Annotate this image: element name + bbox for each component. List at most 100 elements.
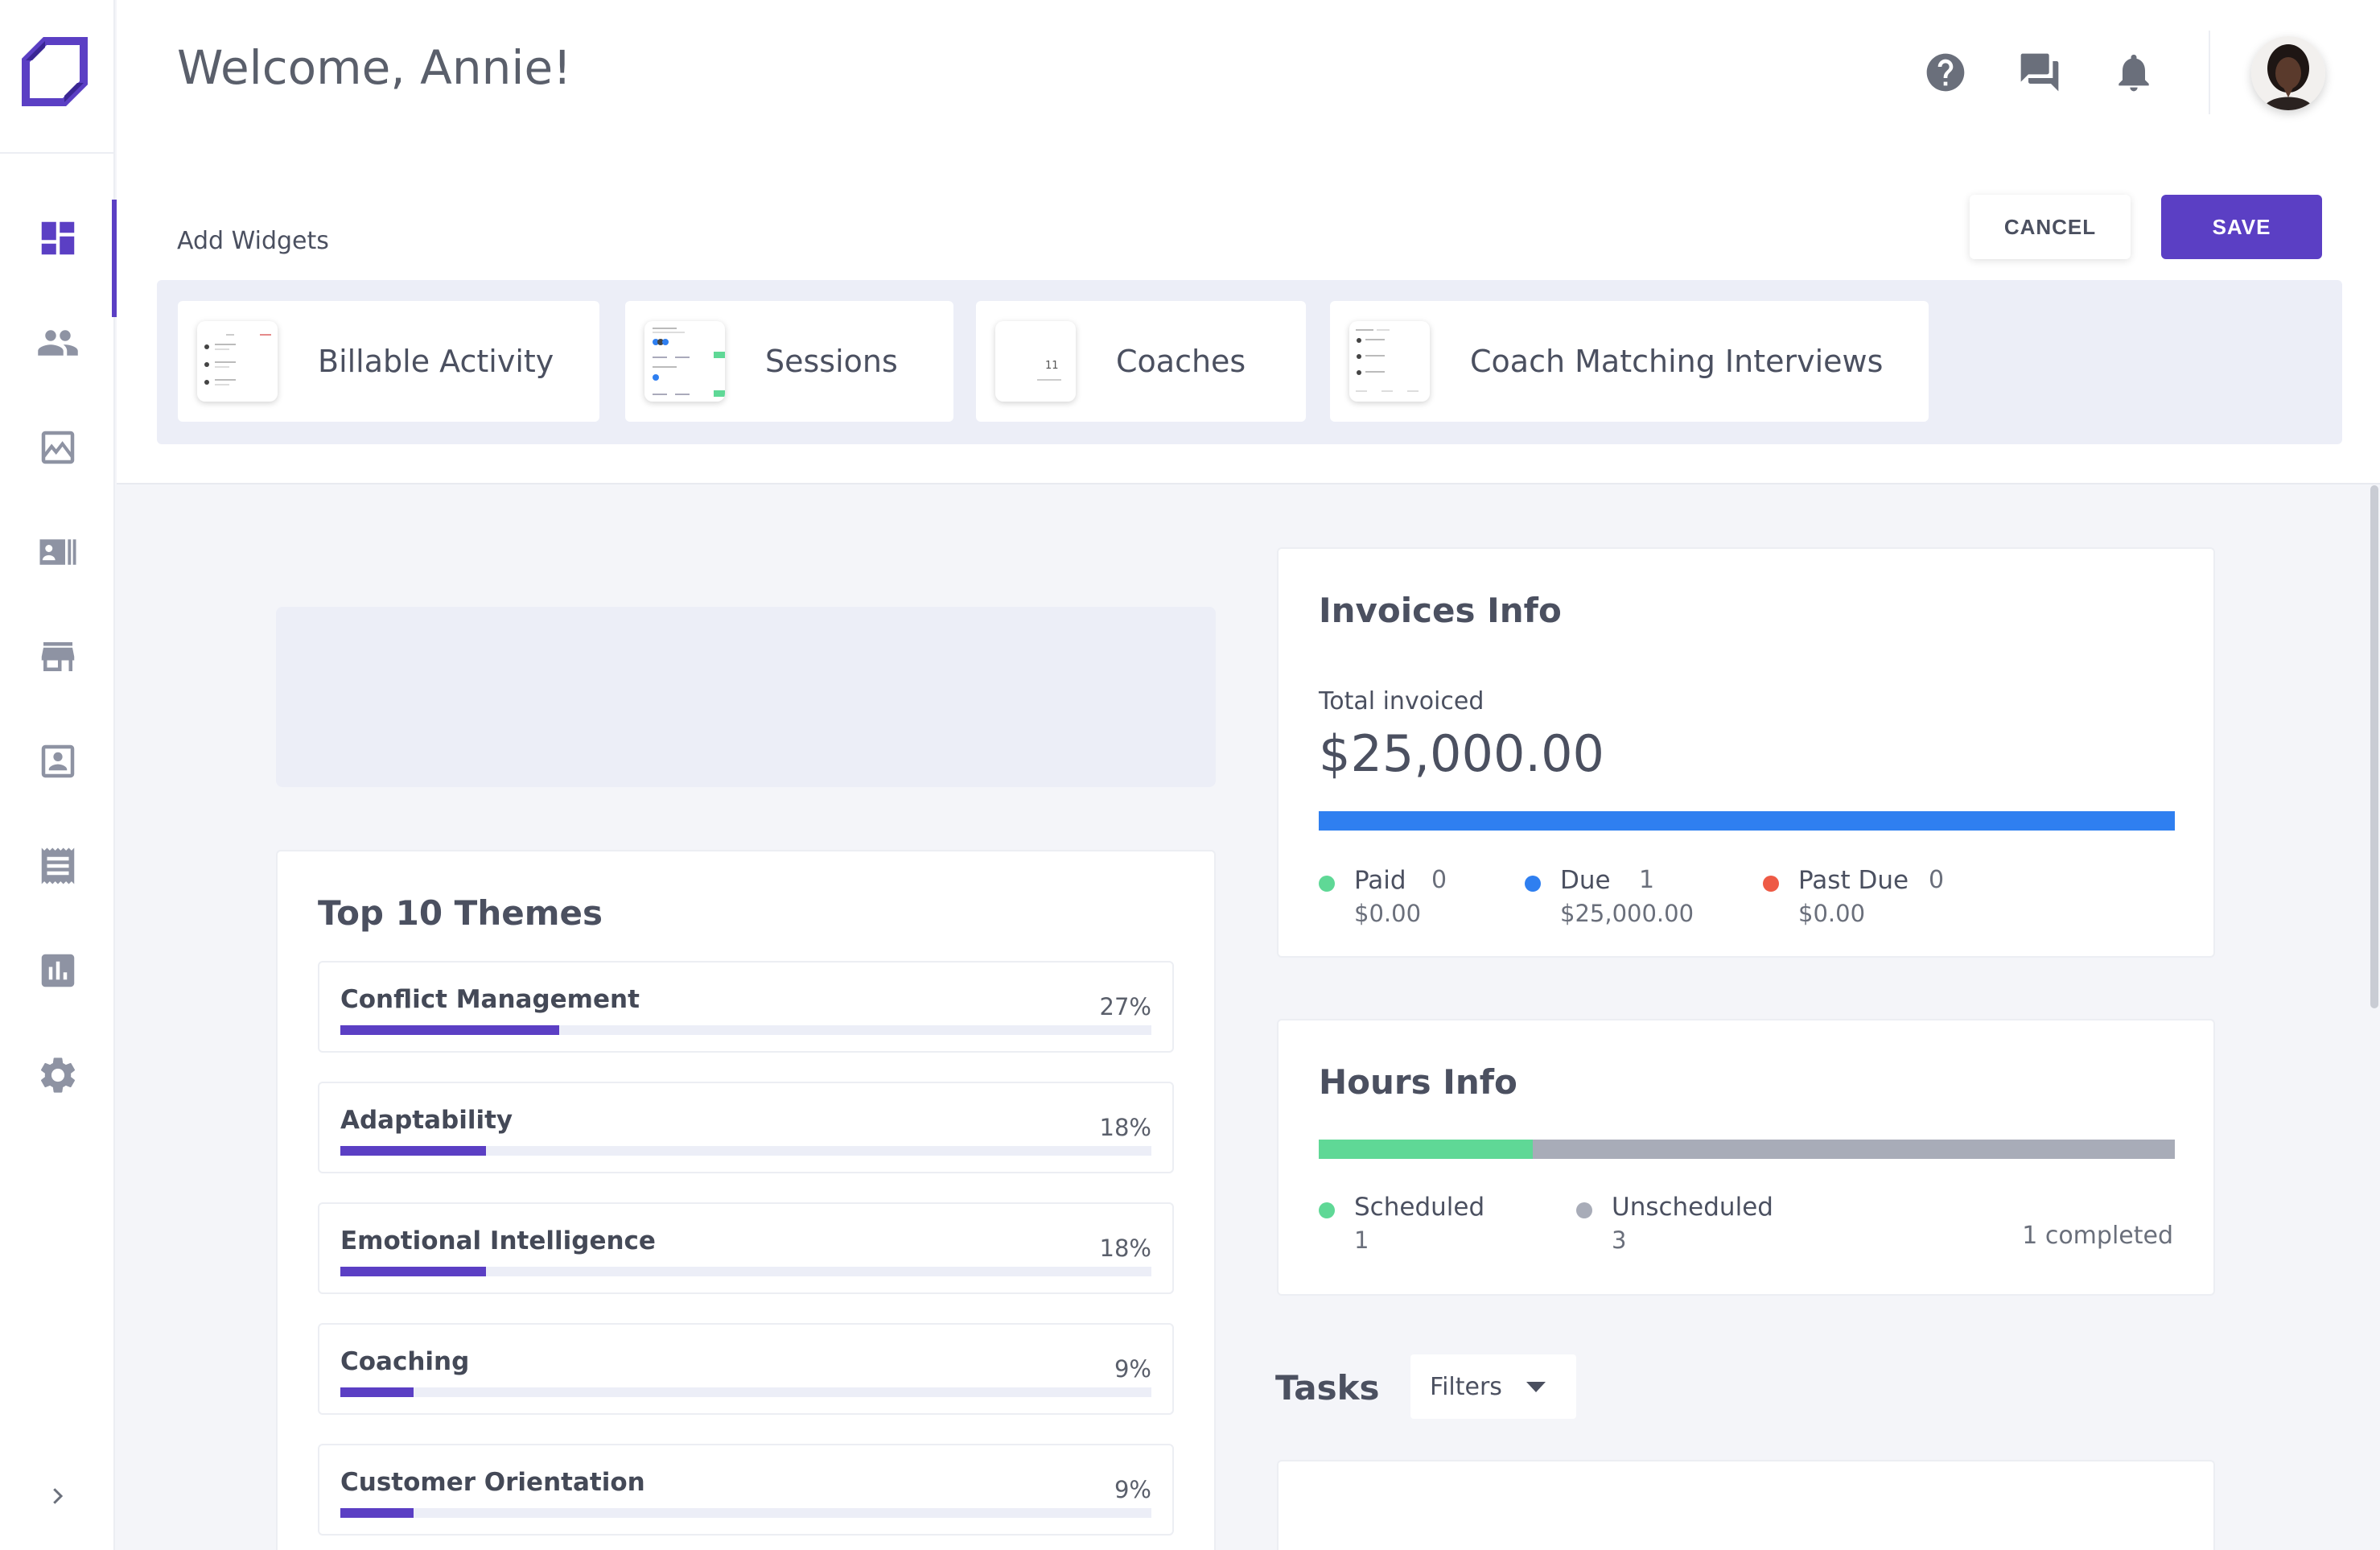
legend-past-due: Past Due 0 $0.00 [1763,866,1972,938]
app-logo[interactable] [21,36,89,107]
loading-placeholder [276,607,1216,787]
filters-dropdown[interactable]: Filters [1410,1354,1576,1419]
notifications-button[interactable] [2110,48,2158,97]
theme-percentage: 9% [1114,1476,1151,1503]
sidebar-item-dashboard[interactable] [0,200,117,317]
widget-label: Billable Activity [318,344,554,379]
user-photo [2251,36,2325,110]
store-icon [41,642,74,671]
caret-down-icon [1526,1381,1546,1392]
theme-name: Customer Orientation [340,1468,645,1497]
hours-progress-bar [1319,1140,2175,1159]
theme-progress-track [340,1387,1151,1397]
widget-billable-activity[interactable]: Billable Activity [178,301,599,422]
sidebar-divider [0,152,115,154]
sidebar-item-media[interactable] [0,409,115,486]
theme-percentage: 18% [1099,1114,1151,1141]
card-title: Invoices Info [1319,591,1562,630]
top-header: Welcome, Annie! [117,0,2380,153]
tasks-title: Tasks [1275,1368,1380,1408]
widget-coaches[interactable]: 11 Coaches [976,301,1306,422]
theme-name: Conflict Management [340,985,640,1014]
help-button[interactable] [1921,48,1970,97]
theme-percentage: 18% [1099,1235,1151,1262]
widget-sessions[interactable]: Sessions [625,301,953,422]
page-title: Welcome, Annie! [177,40,572,95]
legend-paid: Paid 0 $0.00 [1319,866,1512,938]
theme-row: Customer Orientation 9% [318,1444,1174,1536]
theme-name: Emotional Intelligence [340,1226,656,1255]
theme-progress-track [340,1025,1151,1035]
widget-thumbnail [197,321,278,402]
status-dot [1763,876,1779,892]
dashboard-icon [41,221,74,255]
status-dot [1319,1202,1335,1218]
legend-count: 1 [1639,866,1655,894]
widget-coach-matching-interviews[interactable]: Coach Matching Interviews [1330,301,1929,422]
top-themes-card: Top 10 Themes Conflict Management 27% Adap… [276,850,1216,1550]
receipt-icon [41,847,74,884]
sidebar-item-invoices[interactable] [0,827,115,905]
card-title: Top 10 Themes [318,893,603,933]
theme-progress-fill [340,1387,414,1397]
legend-amount: $0.00 [1798,900,1866,927]
widget-editor: Add Widgets CANCEL SAVE Billable Activit… [117,153,2380,484]
theme-progress-track [340,1508,1151,1518]
completed-count: 1 completed [2022,1222,2173,1250]
page-scrollbar[interactable] [2370,485,2378,1008]
chat-icon [2020,53,2059,92]
image-icon [41,431,74,464]
theme-progress-track [340,1267,1151,1276]
sidebar-expand-button[interactable] [39,1478,76,1515]
legend-label: Paid [1354,866,1406,895]
sidebar [0,0,117,1550]
contact-list-icon [39,539,76,565]
legend-label: Due [1560,866,1611,895]
cancel-button[interactable]: CANCEL [1970,195,2131,259]
sidebar-item-people[interactable] [0,304,115,381]
widget-thumb-count: 11 [1045,360,1059,372]
legend-count: 0 [1929,866,1945,894]
widget-thumbnail: 11 [995,321,1076,402]
legend-count: 1 [1354,1226,1369,1254]
widget-label: Sessions [765,344,898,379]
legend-label: Unscheduled [1612,1193,1773,1222]
sidebar-item-store[interactable] [0,618,115,695]
legend-amount: $25,000.00 [1560,900,1694,927]
theme-progress-fill [340,1146,487,1156]
status-dot [1525,876,1541,892]
widget-thumbnail [1349,321,1430,402]
sidebar-item-reports[interactable] [0,932,115,1009]
status-dot [1576,1202,1592,1218]
invoices-info-card: Invoices Info Total invoiced $25,000.00 … [1277,547,2215,958]
theme-name: Coaching [340,1347,470,1376]
sidebar-item-settings[interactable] [0,1037,115,1114]
theme-row: Conflict Management 27% [318,961,1174,1053]
widget-label: Coaches [1116,344,1246,379]
total-invoiced-value: $25,000.00 [1319,724,1604,783]
theme-row: Adaptability 18% [318,1082,1174,1173]
invoice-status-bar [1319,811,2175,831]
theme-progress-fill [340,1267,487,1276]
theme-row: Coaching 9% [318,1323,1174,1415]
legend-unscheduled: Unscheduled 3 [1576,1193,1818,1265]
theme-percentage: 9% [1114,1355,1151,1383]
avatar[interactable] [2251,36,2325,110]
save-button[interactable]: SAVE [2161,195,2322,259]
sidebar-item-contacts[interactable] [0,513,115,591]
add-widgets-label: Add Widgets [177,227,329,255]
theme-progress-track [340,1146,1151,1156]
theme-progress-fill [340,1508,414,1518]
bell-icon [2119,54,2149,92]
card-title: Hours Info [1319,1062,1517,1102]
messages-button[interactable] [2016,48,2064,97]
widget-thumbnail [644,321,725,402]
widget-tray: Billable Activity Sessions 11 [157,280,2342,444]
theme-percentage: 27% [1099,993,1151,1020]
legend-count: 0 [1431,866,1447,894]
status-dot [1319,876,1335,892]
bar-chart-icon [41,954,74,987]
due-segment [1319,811,2175,831]
scheduled-fill [1319,1140,1533,1159]
sidebar-item-profile[interactable] [0,723,115,800]
